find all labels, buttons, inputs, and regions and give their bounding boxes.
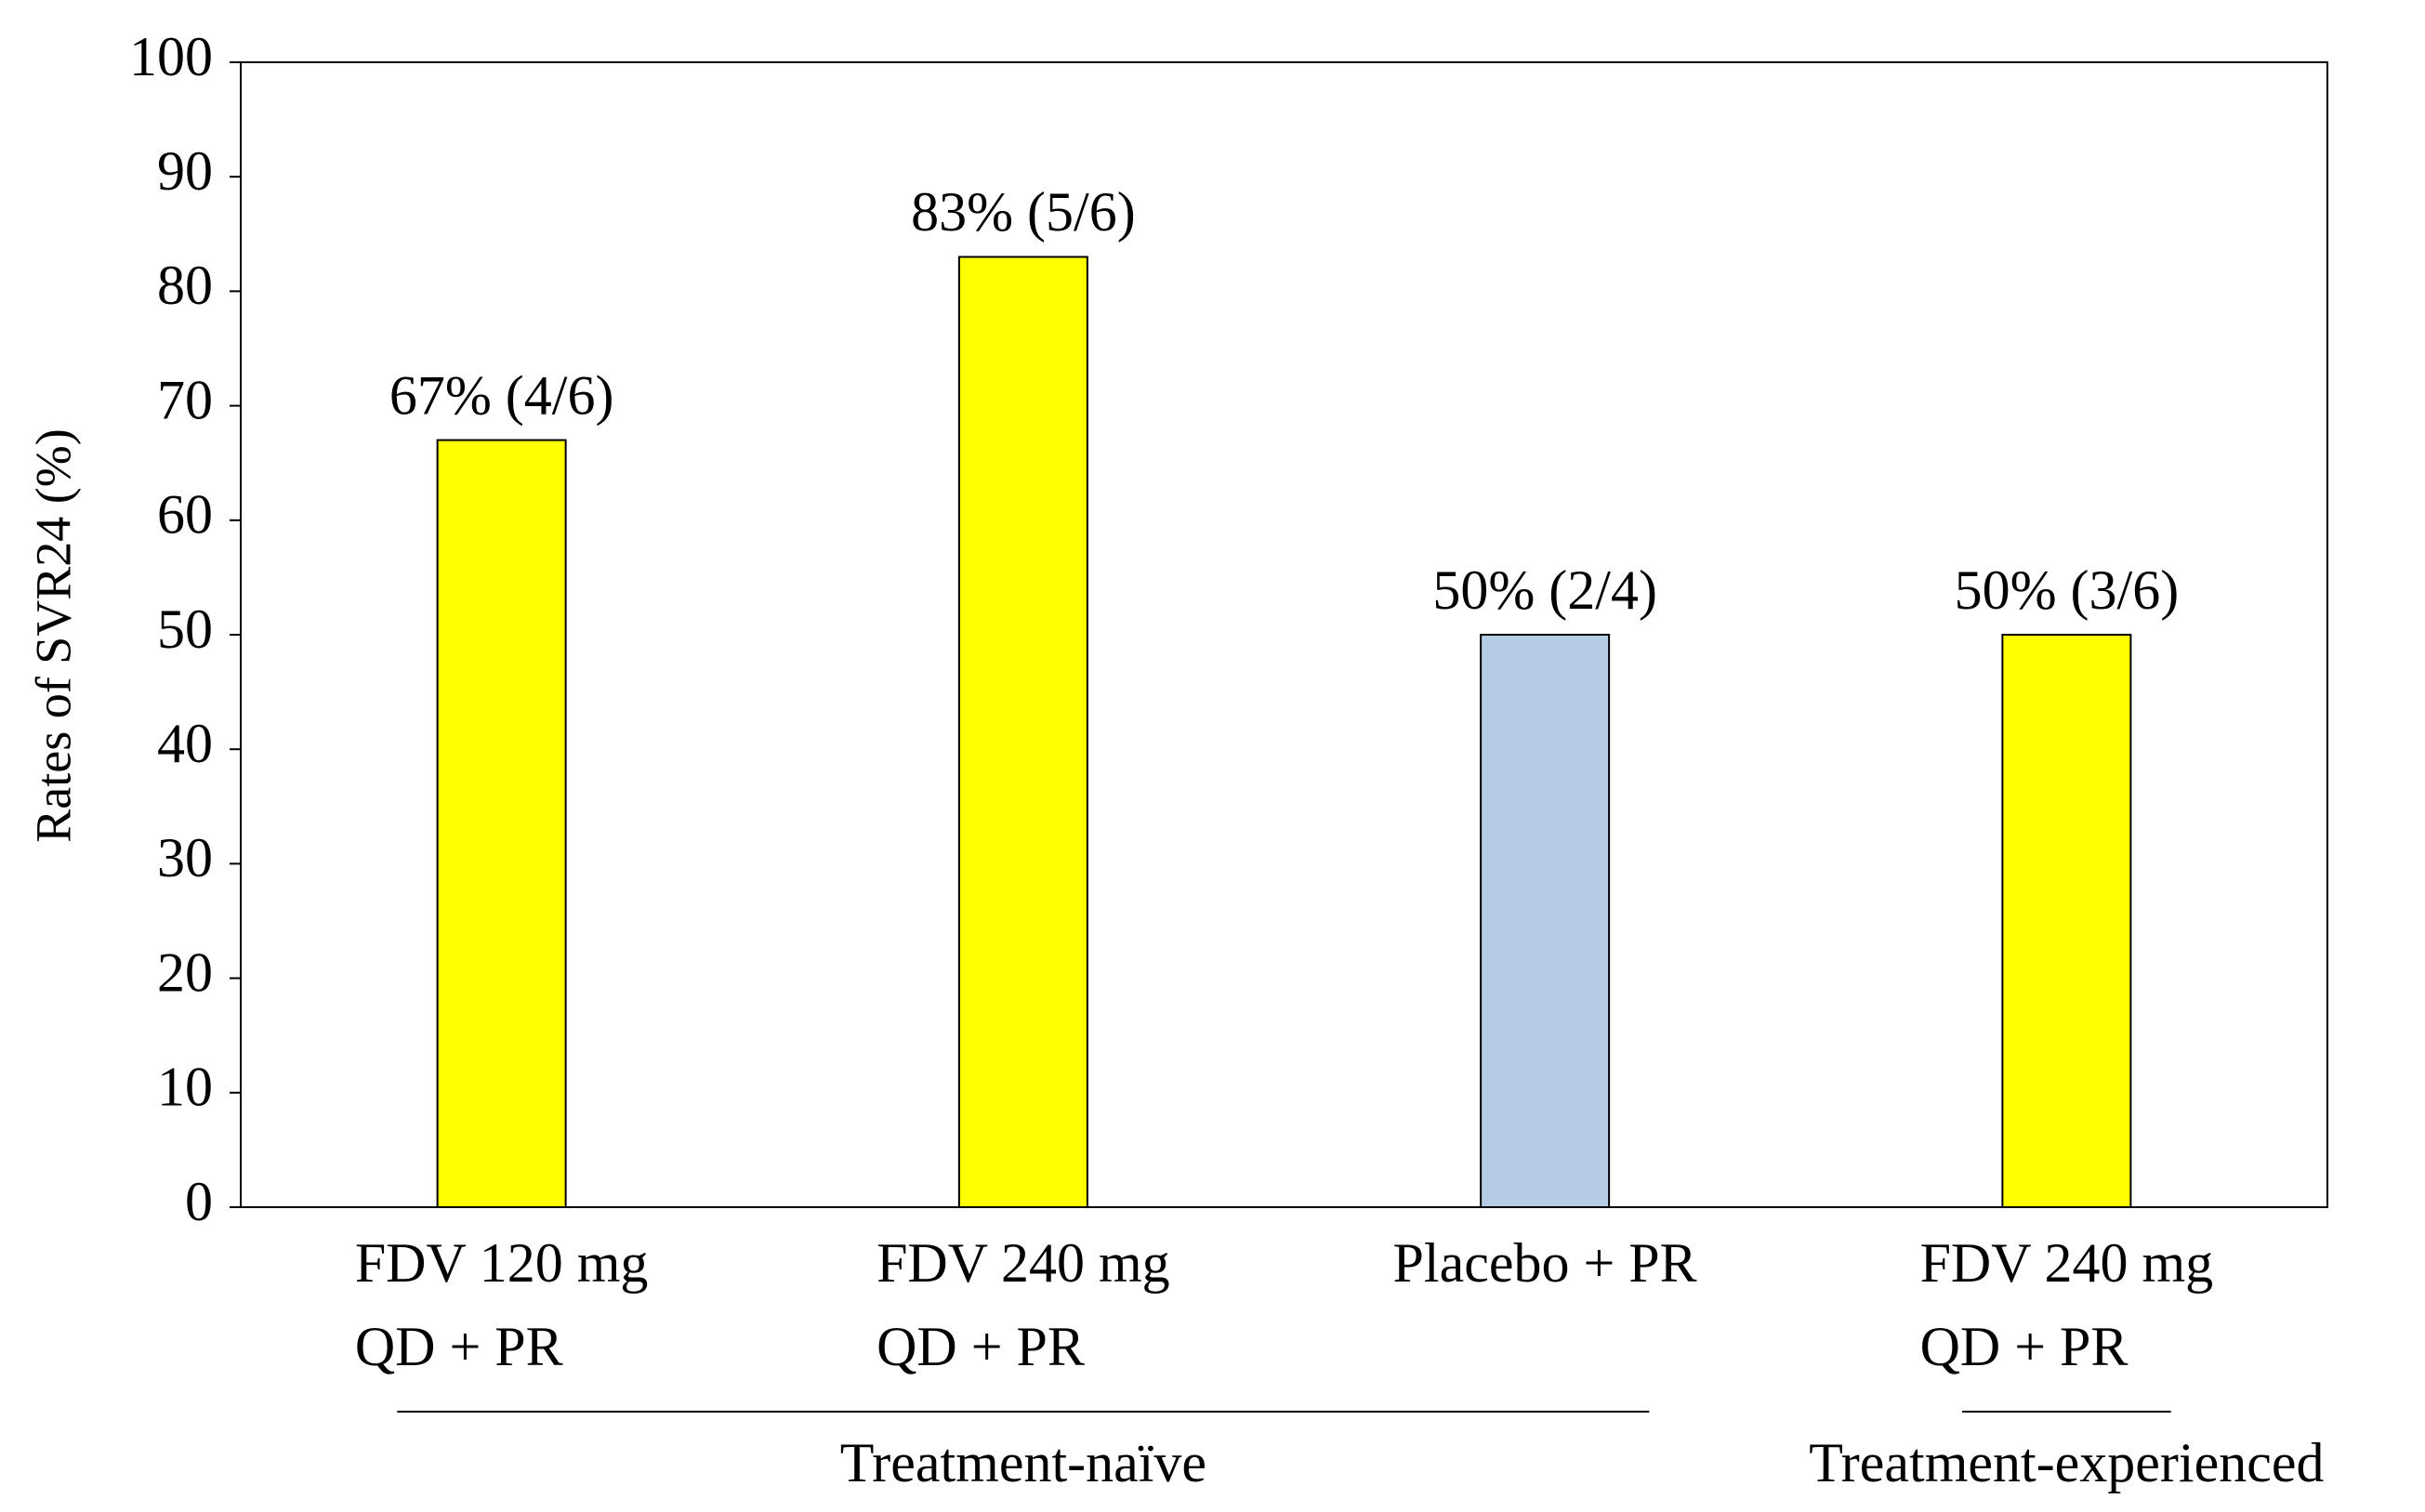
- x-tick-label: FDV 240 mg: [876, 1232, 1170, 1294]
- y-tick-label: 30: [157, 827, 213, 888]
- y-tick-label: 20: [157, 941, 213, 1003]
- group-label: Treatment-experienced: [1809, 1432, 2324, 1493]
- y-axis-title: Rates of SVR24 (%): [25, 428, 81, 842]
- y-tick-label: 40: [157, 713, 213, 774]
- y-tick-label: 0: [185, 1171, 213, 1232]
- x-tick-label: QD + PR: [1920, 1316, 2128, 1377]
- y-tick-label: 50: [157, 598, 213, 660]
- bar: [1480, 634, 1611, 1208]
- y-tick-label: 10: [157, 1057, 213, 1118]
- y-tick-label: 80: [157, 255, 213, 316]
- value-label: 50% (3/6): [1955, 559, 2180, 621]
- value-label: 83% (5/6): [911, 181, 1136, 243]
- group-label: Treatment-naïve: [840, 1432, 1206, 1493]
- x-tick-label: QD + PR: [355, 1316, 563, 1377]
- bar: [2001, 634, 2132, 1208]
- y-tick-label: 100: [129, 26, 213, 87]
- x-tick-label: Placebo + PR: [1393, 1232, 1697, 1294]
- x-tick-label: FDV 120 mg: [355, 1232, 649, 1294]
- x-tick-label: FDV 240 mg: [1920, 1232, 2214, 1294]
- y-tick-label: 70: [157, 369, 213, 430]
- y-tick-label: 60: [157, 484, 213, 546]
- x-tick-label: QD + PR: [876, 1316, 1085, 1377]
- value-label: 67% (4/6): [389, 364, 614, 426]
- bar: [957, 256, 1088, 1208]
- y-tick-label: 90: [157, 140, 213, 202]
- value-label: 50% (2/4): [1432, 559, 1657, 621]
- bar: [436, 439, 567, 1208]
